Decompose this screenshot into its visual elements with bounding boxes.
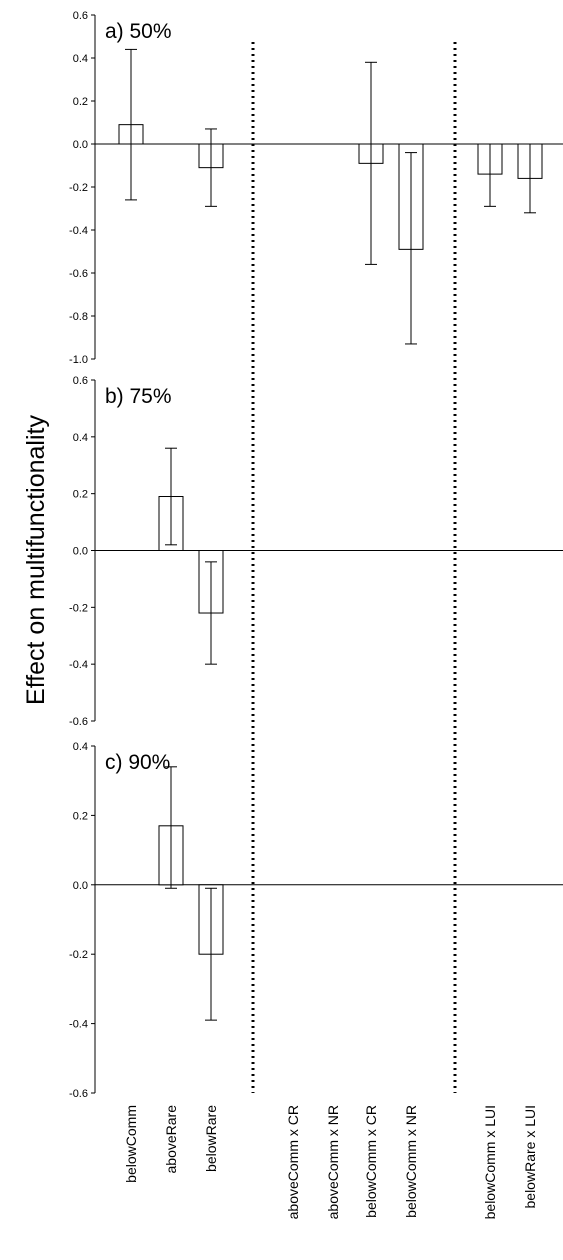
x-category-label: belowComm x NR bbox=[403, 1105, 419, 1218]
y-tick-label: -0.4 bbox=[69, 659, 88, 671]
panel-2: 0.6 0.4 0.2 0.0 -0.2 -0.4 -0.6 b) 75% bbox=[69, 375, 563, 728]
x-category-label: belowRare x LUI bbox=[522, 1105, 538, 1209]
panel-title: a) 50% bbox=[105, 20, 172, 43]
y-tick-label: 0.2 bbox=[73, 96, 88, 108]
y-tick-label: -0.2 bbox=[69, 602, 88, 614]
chart-panels: 0.60.40.20.0-0.2-0.4-0.6-0.8-1.0a) 50%0.… bbox=[69, 10, 563, 1100]
x-category-label: aboveRare bbox=[163, 1105, 179, 1174]
y-tick-label: 0.6 bbox=[73, 375, 88, 387]
y-tick-label: -0.6 bbox=[69, 1088, 88, 1100]
y-tick-label: 0.6 bbox=[73, 10, 88, 22]
dotted-separators bbox=[251, 42, 457, 1093]
x-category-label: belowRare bbox=[203, 1105, 219, 1172]
panel-title: c) 90% bbox=[105, 751, 170, 774]
y-tick-label: 0.0 bbox=[73, 880, 88, 892]
panel-1: 0.6 0.4 0.2 0.0 -0.2 -0.4 -0.6 -0.8 -1.0 a) 50% bbox=[69, 10, 563, 366]
x-category-label: belowComm x CR bbox=[363, 1105, 379, 1218]
panel-title: b) 75% bbox=[105, 385, 172, 408]
y-tick-label: -0.2 bbox=[69, 949, 88, 961]
panel-3: 0.4 0.2 0.0 -0.2 -0.4 -0.6 c) 90% bbox=[69, 741, 563, 1100]
y-tick-label: 0.2 bbox=[73, 810, 88, 822]
y-tick-label: 0.2 bbox=[73, 489, 88, 501]
y-tick-label: -1.0 bbox=[69, 354, 88, 366]
y-tick-label: -0.6 bbox=[69, 716, 88, 728]
y-tick-label: 0.4 bbox=[73, 741, 88, 753]
y-tick-label: -0.2 bbox=[69, 182, 88, 194]
y-axis-label: Effect on multifunctionality bbox=[22, 415, 50, 705]
y-tick-label: 0.0 bbox=[73, 546, 88, 558]
x-category-label: belowComm bbox=[123, 1105, 139, 1183]
x-axis-category-labels: belowComm aboveRare belowRare aboveComm x C… bbox=[123, 1105, 538, 1220]
x-category-label: aboveComm x CR bbox=[285, 1105, 301, 1219]
y-tick-label: -0.6 bbox=[69, 268, 88, 280]
y-tick-label: -0.4 bbox=[69, 1019, 88, 1031]
y-tick-label: 0.4 bbox=[73, 53, 88, 65]
y-tick-label: 0.0 bbox=[73, 139, 88, 151]
x-category-label: aboveComm x NR bbox=[325, 1105, 341, 1219]
x-category-label: belowComm x LUI bbox=[482, 1105, 498, 1219]
y-tick-label: 0.4 bbox=[73, 432, 88, 444]
y-tick-label: -0.8 bbox=[69, 311, 88, 323]
y-tick-label: -0.4 bbox=[69, 225, 88, 237]
